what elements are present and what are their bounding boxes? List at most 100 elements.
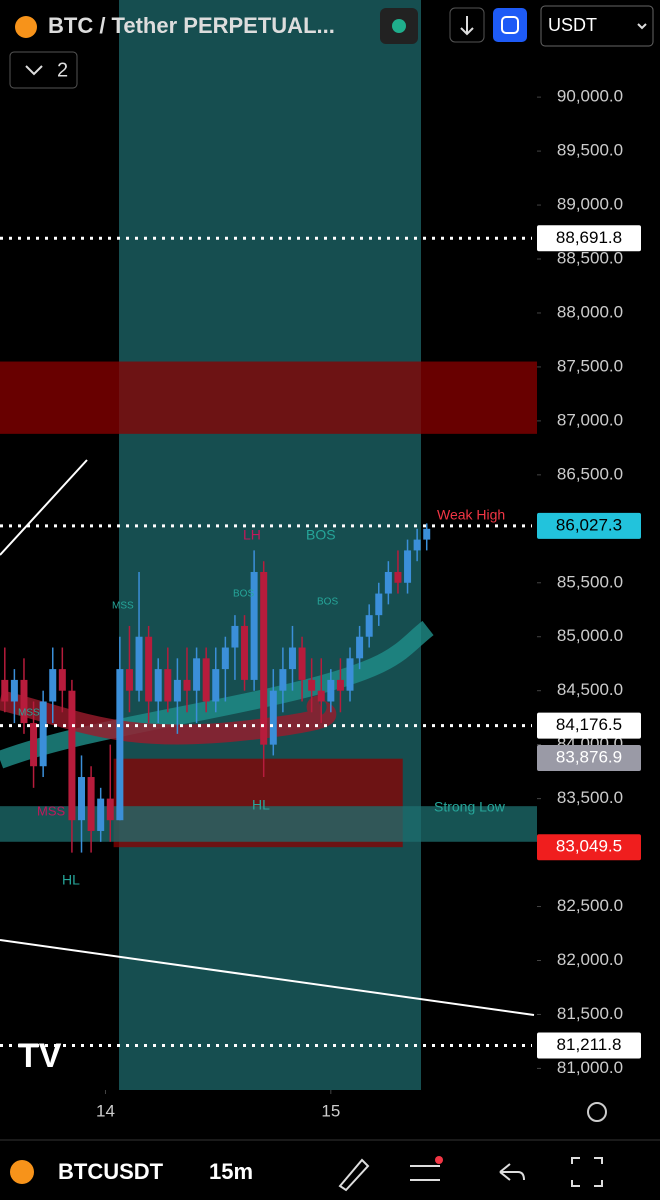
- currency-label: USDT: [548, 15, 597, 35]
- candle-body: [164, 669, 172, 702]
- fullscreen-icon[interactable]: [571, 1157, 603, 1187]
- candle-body: [49, 669, 57, 702]
- price-tag: [537, 512, 641, 539]
- candle-body: [375, 593, 383, 616]
- candle-body: [336, 679, 344, 691]
- y-tick-label: 87,500.0: [557, 356, 623, 375]
- candle-body: [78, 777, 86, 821]
- candle-body: [260, 571, 268, 745]
- candle-body: [317, 690, 325, 702]
- candle-body: [413, 539, 421, 551]
- candle-body: [68, 690, 76, 821]
- price-tag-label: 88,691.8: [556, 228, 622, 247]
- candle-body: [116, 669, 124, 821]
- candle-body: [298, 647, 306, 680]
- sync-button[interactable]: [493, 8, 527, 42]
- annotation: MSS: [18, 708, 40, 719]
- candle-body: [145, 636, 153, 702]
- annotation: BOS: [317, 597, 338, 608]
- candle-body: [394, 571, 402, 583]
- y-tick-label: 81,000.0: [557, 1058, 623, 1077]
- candle-body: [154, 669, 162, 702]
- trend-line: [0, 939, 535, 1016]
- annotation: BOS: [233, 589, 254, 600]
- y-tick-label: 85,500.0: [557, 572, 623, 591]
- price-tag-label: 83,049.5: [556, 837, 622, 856]
- y-tick-label: 83,500.0: [557, 788, 623, 807]
- footer-interval[interactable]: 15m: [209, 1159, 253, 1184]
- price-tag-label: 84,176.5: [556, 715, 622, 734]
- y-tick-label: 88,000.0: [557, 302, 623, 321]
- candle-body: [308, 679, 316, 691]
- layout-toggle[interactable]: [9, 51, 78, 89]
- btc-icon: [15, 16, 37, 38]
- notify-dot: [435, 1156, 443, 1164]
- candle-body: [404, 550, 412, 583]
- zone: [0, 361, 537, 434]
- candle-body: [202, 658, 210, 702]
- down-arrow-icon: [460, 16, 474, 36]
- price-tag-label: 86,027.3: [556, 515, 622, 534]
- annotation: HL: [252, 797, 270, 813]
- y-tick-label: 84,500.0: [557, 680, 623, 699]
- x-tick-label: 14: [96, 1101, 115, 1120]
- candle-body: [423, 528, 431, 540]
- price-tag: [537, 712, 641, 739]
- candle-body: [10, 679, 18, 702]
- footer-symbol[interactable]: BTCUSDT: [58, 1159, 164, 1184]
- candle-body: [87, 777, 95, 831]
- y-tick-label: 90,000.0: [557, 87, 623, 106]
- sync-icon: [501, 16, 519, 34]
- candle-body: [125, 669, 133, 691]
- candle-body: [250, 571, 258, 680]
- price-tag: [537, 744, 641, 771]
- annotation: Weak High: [437, 507, 505, 523]
- y-tick-label: 85,000.0: [557, 626, 623, 645]
- candle-body: [173, 679, 181, 702]
- y-tick-label: 89,000.0: [557, 195, 623, 214]
- y-tick-label: 87,000.0: [557, 410, 623, 429]
- symbol-title[interactable]: BTC / Tether PERPETUAL...: [48, 13, 335, 38]
- candle-body: [97, 798, 105, 831]
- layout-count: 2: [57, 59, 68, 81]
- candle-body: [39, 701, 47, 767]
- candle-body: [356, 636, 364, 659]
- price-tag: [537, 834, 641, 861]
- download-button[interactable]: [449, 7, 485, 43]
- price-tag-label: 81,211.8: [557, 1035, 622, 1054]
- price-tag-label: 83,876.9: [556, 747, 622, 766]
- chevron: [25, 65, 43, 76]
- candle-body: [193, 658, 201, 691]
- currency-select[interactable]: [540, 5, 654, 47]
- y-tick-label: 82,500.0: [557, 896, 623, 915]
- candle-body: [135, 636, 143, 691]
- y-tick-label: 89,500.0: [557, 141, 623, 160]
- date-range-band: [119, 0, 421, 1090]
- candle-body: [183, 679, 191, 691]
- y-tick-label: 88,500.0: [557, 248, 623, 267]
- candle-body: [106, 798, 114, 821]
- annotation: MSS: [112, 601, 134, 612]
- settings-icon[interactable]: [587, 1102, 607, 1122]
- tv-logo: TV: [18, 1037, 62, 1075]
- x-tick-label: 15: [321, 1101, 340, 1120]
- candle-body: [20, 679, 28, 724]
- candle-body: [221, 647, 229, 670]
- btc-icon: [10, 1160, 34, 1184]
- annotation: Strong Low: [434, 799, 506, 815]
- candle-body: [327, 679, 335, 702]
- candle-body: [346, 658, 354, 691]
- candle-body: [279, 669, 287, 691]
- draw-icon[interactable]: [338, 1158, 370, 1192]
- indicators-icon[interactable]: [410, 1165, 440, 1181]
- price-tag: [537, 1032, 641, 1059]
- candle-body: [288, 647, 296, 670]
- y-tick-label: 86,500.0: [557, 464, 623, 483]
- candle-body: [231, 625, 239, 648]
- candle-body: [1, 679, 9, 702]
- status-dot: [392, 19, 406, 33]
- price-tag: [537, 225, 641, 252]
- undo-icon[interactable]: [499, 1163, 525, 1181]
